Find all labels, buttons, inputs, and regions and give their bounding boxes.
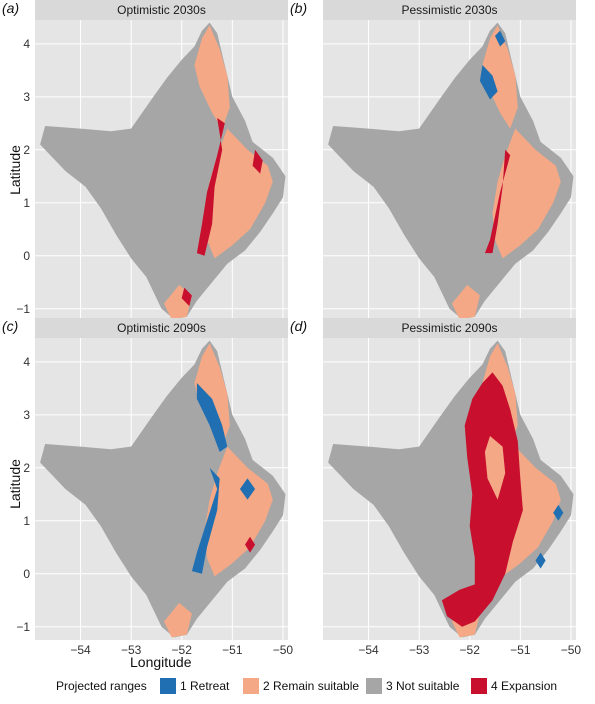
y-tick-label: 2 bbox=[23, 143, 30, 157]
facet-strip bbox=[323, 318, 576, 338]
region-expansion bbox=[441, 372, 523, 627]
region-remain bbox=[492, 128, 561, 259]
region-remain bbox=[484, 436, 506, 500]
x-tick-label: −51 bbox=[510, 643, 531, 657]
legend-label-not-suitable: 3 Not suitable bbox=[386, 679, 460, 693]
y-axis-title-top: Latitude bbox=[6, 145, 23, 195]
y-axis-title-bottom: Latitude bbox=[6, 459, 23, 509]
panel-letter-a: (a) bbox=[2, 0, 20, 16]
x-tick-label: −50 bbox=[273, 643, 294, 657]
facet-title: Optimistic 2030s bbox=[117, 3, 206, 17]
x-tick-label: −54 bbox=[70, 643, 91, 657]
y-tick-label: −1 bbox=[16, 620, 30, 634]
region-retreat bbox=[479, 65, 498, 100]
y-tick-label: 4 bbox=[23, 37, 30, 51]
region-retreat bbox=[239, 478, 256, 500]
facet-strip bbox=[35, 0, 288, 20]
y-tick-label: −1 bbox=[16, 302, 30, 316]
legend-key-remain bbox=[243, 678, 259, 694]
region-expansion bbox=[252, 149, 263, 174]
region-remain bbox=[194, 25, 230, 129]
y-tick-label: 3 bbox=[23, 408, 30, 422]
y-tick-label: 0 bbox=[23, 249, 30, 263]
region-retreat bbox=[191, 467, 220, 574]
x-tick-label: −54 bbox=[358, 643, 379, 657]
map-panel: Optimistic 2090s −1 0 1 2 3 4 −54 −53 −52 −51 −50 bbox=[16, 318, 293, 657]
x-tick-label: −51 bbox=[222, 643, 243, 657]
panel-letter-b: (b) bbox=[290, 0, 308, 16]
map-panel: Optimistic 2030s −1 0 1 2 3 4 bbox=[16, 0, 288, 322]
x-axis-title: Longitude bbox=[130, 654, 192, 670]
facet-title: Optimistic 2090s bbox=[117, 321, 206, 335]
region-remain bbox=[194, 343, 230, 447]
y-tick-label: 4 bbox=[23, 355, 30, 369]
y-tick-label: 0 bbox=[23, 567, 30, 581]
x-tick-label: −50 bbox=[561, 643, 582, 657]
legend-key-expansion bbox=[471, 678, 487, 694]
x-tick-label: −52 bbox=[460, 643, 481, 657]
map-panel: Pessimistic 2090s −54 −53 −52 −51 −50 bbox=[323, 318, 581, 657]
y-tick-label: 1 bbox=[23, 514, 30, 528]
region-remain bbox=[204, 446, 273, 577]
region-retreat bbox=[535, 552, 546, 569]
region-retreat bbox=[196, 383, 228, 452]
facet-title: Pessimistic 2090s bbox=[401, 321, 497, 335]
panel-letter-c: (c) bbox=[2, 318, 19, 334]
region-retreat bbox=[495, 30, 506, 47]
y-tick-label: 2 bbox=[23, 461, 30, 475]
region-expansion bbox=[181, 287, 192, 307]
legend-title: Projected ranges bbox=[56, 679, 147, 693]
legend-key-not-suitable bbox=[366, 678, 382, 694]
region-expansion bbox=[484, 149, 511, 254]
region-remain bbox=[164, 602, 192, 638]
facet-strip bbox=[35, 318, 288, 338]
region-retreat bbox=[553, 504, 564, 521]
x-tick-label: −53 bbox=[121, 643, 142, 657]
legend: Projected ranges 1 Retreat 2 Remain suit… bbox=[0, 674, 595, 698]
region-expansion bbox=[196, 118, 225, 256]
legend-key-retreat bbox=[160, 678, 176, 694]
region-remain bbox=[482, 25, 518, 129]
legend-label-remain: 2 Remain suitable bbox=[263, 679, 360, 693]
facet-strip bbox=[323, 0, 576, 20]
x-tick-label: −52 bbox=[172, 643, 193, 657]
y-tick-label: 3 bbox=[23, 90, 30, 104]
region-remain bbox=[452, 284, 480, 320]
panel-letter-d: (d) bbox=[290, 318, 308, 334]
y-tick-label: 1 bbox=[23, 196, 30, 210]
map-panel: Pessimistic 2030s bbox=[323, 0, 576, 322]
legend-label-expansion: 4 Expansion bbox=[491, 679, 558, 693]
legend-label-retreat: 1 Retreat bbox=[180, 679, 230, 693]
x-tick-label: −53 bbox=[409, 643, 430, 657]
region-expansion bbox=[245, 536, 256, 553]
facet-title: Pessimistic 2030s bbox=[401, 3, 497, 17]
